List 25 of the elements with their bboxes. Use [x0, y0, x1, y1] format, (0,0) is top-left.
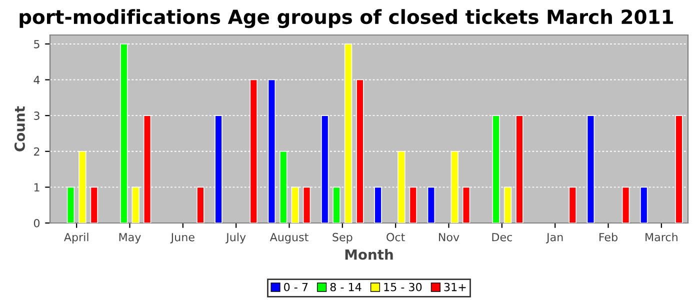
- x-tick-label: March: [646, 232, 678, 242]
- x-tick-label: April: [64, 232, 88, 244]
- legend-label: 15 - 30: [384, 282, 422, 292]
- x-tick-label: Jan: [546, 233, 563, 244]
- y-tick-label: 5: [34, 40, 40, 48]
- x-tick-label: Oct: [386, 232, 405, 242]
- y-tick-label: 3: [34, 112, 40, 120]
- x-tick-label: August: [270, 233, 308, 244]
- legend-label: 31+: [444, 282, 466, 292]
- y-tick-label: 4: [34, 76, 40, 84]
- x-tick-label: Sep: [332, 232, 352, 244]
- legend-label: 0 - 7: [284, 282, 308, 292]
- x-tick-label: July: [226, 232, 246, 244]
- y-tick-label: 2: [34, 147, 40, 156]
- x-tick-label: May: [119, 233, 141, 244]
- x-tick-label: Nov: [438, 233, 460, 242]
- x-tick-label: Feb: [600, 232, 618, 242]
- y-tick-label: 0: [34, 218, 40, 228]
- legend-label: 8 - 14: [330, 282, 362, 292]
- x-tick-label: Dec: [492, 233, 512, 242]
- y-axis-title: Count: [14, 106, 25, 152]
- y-tick-label: 1: [34, 183, 40, 192]
- x-axis-title: Month: [345, 249, 393, 260]
- chart-title: port-modifications Age groups of closed tickets March 2011: [20, 9, 674, 28]
- x-tick-label: June: [170, 233, 194, 244]
